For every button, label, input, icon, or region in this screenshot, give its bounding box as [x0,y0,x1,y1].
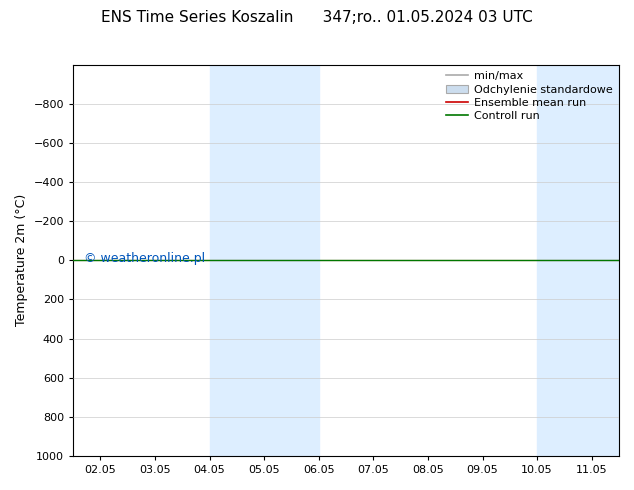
Y-axis label: Temperature 2m (°C): Temperature 2m (°C) [15,194,28,326]
Legend: min/max, Odchylenie standardowe, Ensemble mean run, Controll run: min/max, Odchylenie standardowe, Ensembl… [441,67,617,126]
Text: © weatheronline.pl: © weatheronline.pl [84,252,205,265]
Text: ENS Time Series Koszalin      347;ro.. 01.05.2024 03 UTC: ENS Time Series Koszalin 347;ro.. 01.05.… [101,10,533,25]
Bar [210,65,319,456]
Bar [537,65,619,456]
